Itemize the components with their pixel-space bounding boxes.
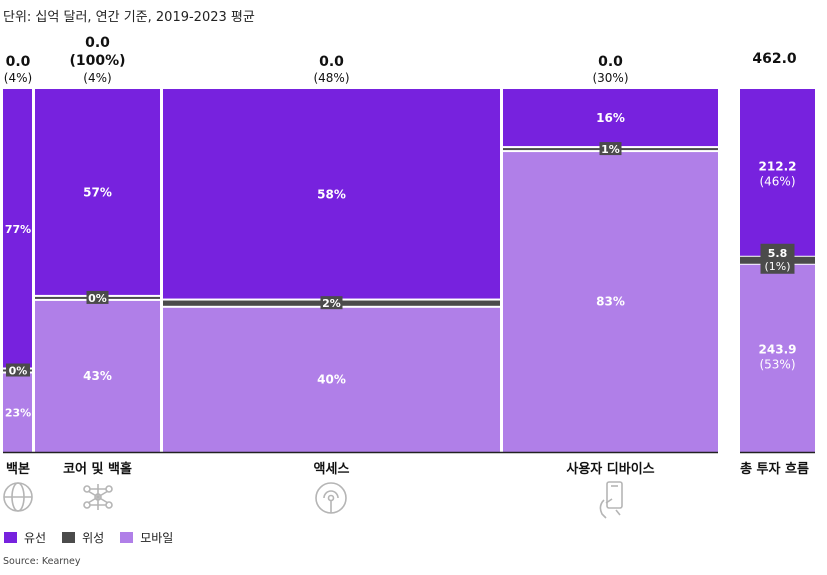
total-label-satellite: 5.8 (768, 247, 788, 260)
bar-segment-mobile (163, 307, 500, 452)
bar-segment-mobile (503, 152, 718, 452)
legend-swatch-satellite (62, 532, 76, 543)
column-total: 0.0 (319, 54, 344, 70)
bar-segment-wired (503, 89, 718, 148)
data-label-wired: 77% (5, 223, 31, 236)
column-width-share: (4%) (83, 71, 111, 85)
total-category-label: 총 투자 흐름 (740, 461, 809, 477)
column-total-share: (100%) (69, 53, 125, 69)
data-label-mobile: 83% (596, 295, 625, 309)
data-label-mobile: 40% (317, 372, 346, 386)
data-label-mobile: 23% (5, 406, 31, 419)
legend-label-wired: 유선 (24, 531, 47, 545)
data-label-satellite: 2% (322, 297, 341, 310)
network-icon (83, 484, 113, 510)
bar-segment-wired (35, 89, 160, 296)
column-width-share: (30%) (592, 71, 628, 85)
legend-swatch-mobile (120, 532, 134, 543)
category-label: 액세스 (314, 462, 350, 477)
category-label: 사용자 디바이스 (566, 461, 654, 477)
column-width-share: (48%) (313, 71, 349, 85)
source-note: Source: Kearney (3, 556, 81, 567)
bar-segment-wired (163, 89, 500, 300)
data-label-wired: 16% (596, 111, 625, 125)
legend-item-wired: 유선 (4, 529, 46, 546)
total-share-satellite: (1%) (764, 260, 790, 273)
data-label-satellite: 0% (9, 365, 28, 378)
antenna-icon (315, 482, 347, 514)
total-share-wired: (46%) (759, 174, 795, 188)
data-label-wired: 58% (317, 187, 346, 201)
unit-note: 단위: 십억 달러, 연간 기준, 2019-2023 평균 (3, 10, 255, 25)
data-label-wired: 57% (83, 185, 112, 199)
data-label-satellite-bg (320, 296, 343, 310)
column-total: 0.0 (598, 54, 623, 70)
bar-segment-mobile (3, 373, 32, 452)
legend-label-mobile: 모바일 (140, 531, 174, 545)
column-total: 0.0 (85, 35, 110, 51)
data-label-satellite-bg (86, 290, 109, 304)
data-label-satellite-bg (599, 142, 622, 156)
legend-label-satellite: 위성 (82, 531, 105, 545)
legend-swatch-wired (4, 532, 17, 543)
total-satellite-label-bg (760, 243, 795, 274)
phone-hand-icon (599, 481, 623, 519)
total-bar-mobile (740, 264, 815, 452)
total-value: 462.0 (752, 51, 797, 67)
category-label: 백본 (6, 462, 30, 477)
data-label-satellite: 1% (601, 143, 620, 156)
total-bar-wired (740, 89, 815, 256)
bar-segment-mobile (35, 300, 160, 452)
data-label-satellite: 0% (88, 292, 107, 305)
total-share-mobile: (53%) (759, 357, 795, 371)
legend-item-mobile: 모바일 (120, 529, 173, 546)
legend-item-satellite: 위성 (62, 529, 104, 546)
data-label-mobile: 43% (83, 369, 112, 383)
column-total: 0.0 (6, 54, 31, 70)
bar-segment-wired (3, 89, 32, 369)
data-label-satellite-bg (6, 363, 30, 377)
total-label-wired: 212.2 (759, 159, 797, 173)
legend: 유선 위성 모바일 (4, 529, 173, 546)
category-label: 코어 및 백홀 (63, 461, 132, 477)
column-width-share: (4%) (4, 71, 32, 85)
globe-icon (3, 482, 33, 512)
total-label-mobile: 243.9 (759, 342, 797, 356)
